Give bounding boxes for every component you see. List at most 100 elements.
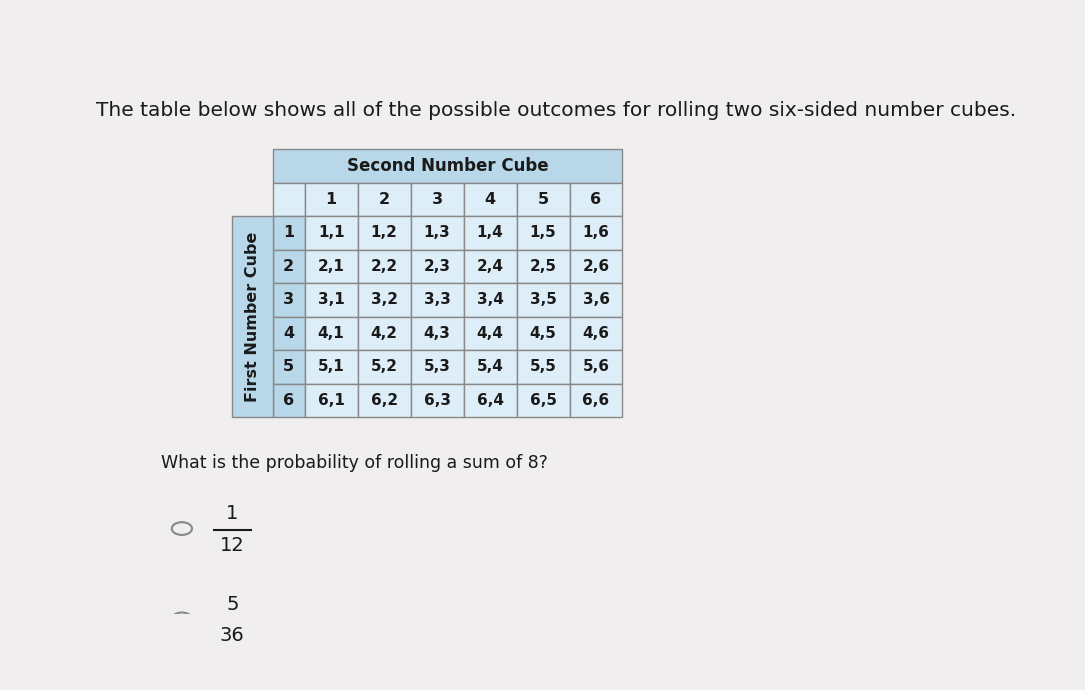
FancyBboxPatch shape <box>570 183 623 216</box>
Text: 4,6: 4,6 <box>583 326 610 341</box>
Text: 4: 4 <box>283 326 294 341</box>
Text: 6,4: 6,4 <box>476 393 503 408</box>
FancyBboxPatch shape <box>358 384 410 417</box>
Text: 6: 6 <box>590 192 601 207</box>
Text: 1,5: 1,5 <box>529 226 557 240</box>
Text: 4: 4 <box>485 192 496 207</box>
FancyBboxPatch shape <box>463 384 516 417</box>
Text: 6,1: 6,1 <box>318 393 345 408</box>
FancyBboxPatch shape <box>463 216 516 250</box>
Text: 3,3: 3,3 <box>423 293 450 307</box>
Text: 1,6: 1,6 <box>583 226 610 240</box>
Text: 4,3: 4,3 <box>423 326 450 341</box>
FancyBboxPatch shape <box>570 283 623 317</box>
Text: Second Number Cube: Second Number Cube <box>347 157 548 175</box>
FancyBboxPatch shape <box>516 216 570 250</box>
FancyBboxPatch shape <box>305 350 358 384</box>
Text: 2,5: 2,5 <box>529 259 557 274</box>
Text: 5,6: 5,6 <box>583 359 610 374</box>
FancyBboxPatch shape <box>410 384 463 417</box>
Text: 2,2: 2,2 <box>371 259 398 274</box>
Text: 4,5: 4,5 <box>529 326 557 341</box>
Text: 6,5: 6,5 <box>529 393 557 408</box>
FancyBboxPatch shape <box>570 216 623 250</box>
Text: 2,6: 2,6 <box>583 259 610 274</box>
FancyBboxPatch shape <box>358 183 410 216</box>
FancyBboxPatch shape <box>410 283 463 317</box>
FancyBboxPatch shape <box>463 183 516 216</box>
FancyBboxPatch shape <box>410 183 463 216</box>
Text: 12: 12 <box>220 536 245 555</box>
FancyBboxPatch shape <box>358 216 410 250</box>
FancyBboxPatch shape <box>570 350 623 384</box>
FancyBboxPatch shape <box>272 183 305 216</box>
Text: 1,4: 1,4 <box>476 226 503 240</box>
Text: 5,4: 5,4 <box>476 359 503 374</box>
FancyBboxPatch shape <box>272 149 623 183</box>
Text: 5,1: 5,1 <box>318 359 345 374</box>
FancyBboxPatch shape <box>463 250 516 283</box>
Text: 36: 36 <box>220 627 245 645</box>
Text: 5,2: 5,2 <box>371 359 397 374</box>
Text: 3,5: 3,5 <box>529 293 557 307</box>
Text: 5: 5 <box>226 595 239 613</box>
FancyBboxPatch shape <box>358 283 410 317</box>
Text: 4,2: 4,2 <box>371 326 397 341</box>
Text: 3,4: 3,4 <box>476 293 503 307</box>
FancyBboxPatch shape <box>272 250 305 283</box>
FancyBboxPatch shape <box>272 216 305 250</box>
Text: 1: 1 <box>283 226 294 240</box>
Text: What is the probability of rolling a sum of 8?: What is the probability of rolling a sum… <box>161 454 548 472</box>
Text: 2: 2 <box>379 192 390 207</box>
Text: 1,2: 1,2 <box>371 226 397 240</box>
FancyBboxPatch shape <box>463 283 516 317</box>
Text: 5,3: 5,3 <box>423 359 450 374</box>
FancyBboxPatch shape <box>272 283 305 317</box>
Text: 1: 1 <box>226 504 239 523</box>
Text: 3: 3 <box>283 293 294 307</box>
FancyBboxPatch shape <box>516 283 570 317</box>
FancyBboxPatch shape <box>570 250 623 283</box>
FancyBboxPatch shape <box>305 384 358 417</box>
Text: 6: 6 <box>283 393 294 408</box>
Text: 5: 5 <box>537 192 549 207</box>
Text: The table below shows all of the possible outcomes for rolling two six-sided num: The table below shows all of the possibl… <box>95 101 1017 120</box>
Text: 1,3: 1,3 <box>424 226 450 240</box>
FancyBboxPatch shape <box>410 350 463 384</box>
FancyBboxPatch shape <box>358 350 410 384</box>
FancyBboxPatch shape <box>516 317 570 350</box>
Text: 4,4: 4,4 <box>476 326 503 341</box>
FancyBboxPatch shape <box>232 216 272 417</box>
Text: 3: 3 <box>432 192 443 207</box>
FancyBboxPatch shape <box>410 216 463 250</box>
FancyBboxPatch shape <box>305 216 358 250</box>
FancyBboxPatch shape <box>305 250 358 283</box>
FancyBboxPatch shape <box>358 317 410 350</box>
Text: 4,1: 4,1 <box>318 326 345 341</box>
FancyBboxPatch shape <box>305 317 358 350</box>
FancyBboxPatch shape <box>516 350 570 384</box>
FancyBboxPatch shape <box>272 350 305 384</box>
FancyBboxPatch shape <box>516 384 570 417</box>
Text: 2,3: 2,3 <box>423 259 450 274</box>
FancyBboxPatch shape <box>516 250 570 283</box>
Text: First Number Cube: First Number Cube <box>245 231 260 402</box>
Text: 5: 5 <box>283 359 294 374</box>
FancyBboxPatch shape <box>516 183 570 216</box>
Text: 2,4: 2,4 <box>476 259 503 274</box>
FancyBboxPatch shape <box>358 250 410 283</box>
FancyBboxPatch shape <box>463 317 516 350</box>
Text: 3,2: 3,2 <box>371 293 397 307</box>
FancyBboxPatch shape <box>272 317 305 350</box>
Text: 2: 2 <box>283 259 294 274</box>
FancyBboxPatch shape <box>410 250 463 283</box>
Text: 2,1: 2,1 <box>318 259 345 274</box>
Text: 6,2: 6,2 <box>371 393 398 408</box>
FancyBboxPatch shape <box>272 384 305 417</box>
FancyBboxPatch shape <box>305 183 358 216</box>
Text: 1: 1 <box>326 192 336 207</box>
Text: 5,5: 5,5 <box>529 359 557 374</box>
Text: 3,6: 3,6 <box>583 293 610 307</box>
Text: 3,1: 3,1 <box>318 293 345 307</box>
FancyBboxPatch shape <box>410 317 463 350</box>
